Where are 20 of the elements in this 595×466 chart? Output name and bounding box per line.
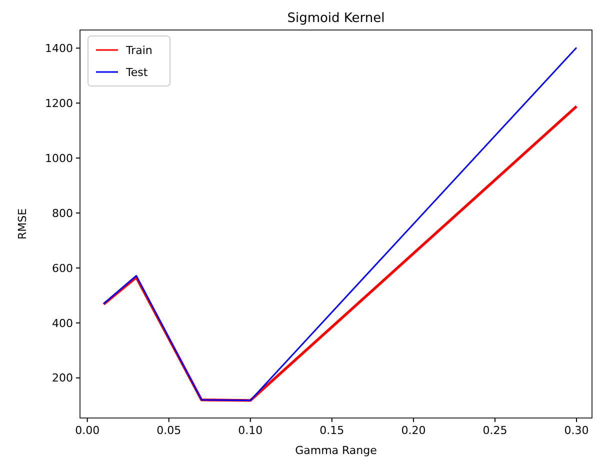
- y-tick-label: 800: [52, 206, 73, 220]
- y-axis-title: RMSE: [16, 208, 29, 240]
- x-tick-label: 0.00: [75, 424, 100, 437]
- chart-title: Sigmoid Kernel: [287, 11, 385, 26]
- y-tick-label: 1200: [45, 96, 73, 110]
- x-tick-label: 0.25: [482, 424, 508, 437]
- y-tick-label: 200: [52, 372, 73, 385]
- x-tick-label: 0.30: [564, 424, 589, 437]
- y-tick-label: 1000: [45, 152, 73, 165]
- y-tick-label: 400: [52, 316, 73, 330]
- line-series: [102, 46, 578, 402]
- legend-label: Train: [125, 44, 152, 57]
- x-tick-label: 0.20: [401, 424, 426, 437]
- y-tick-label: 600: [52, 262, 73, 275]
- y-tick-label: 1400: [45, 42, 73, 55]
- x-tick-label: 0.05: [156, 424, 182, 437]
- x-axis-title: Gamma Range: [295, 444, 378, 457]
- x-tick-label: 0.15: [320, 424, 344, 437]
- legend-label: Test: [125, 66, 148, 79]
- x-tick-label: 0.10: [238, 424, 263, 437]
